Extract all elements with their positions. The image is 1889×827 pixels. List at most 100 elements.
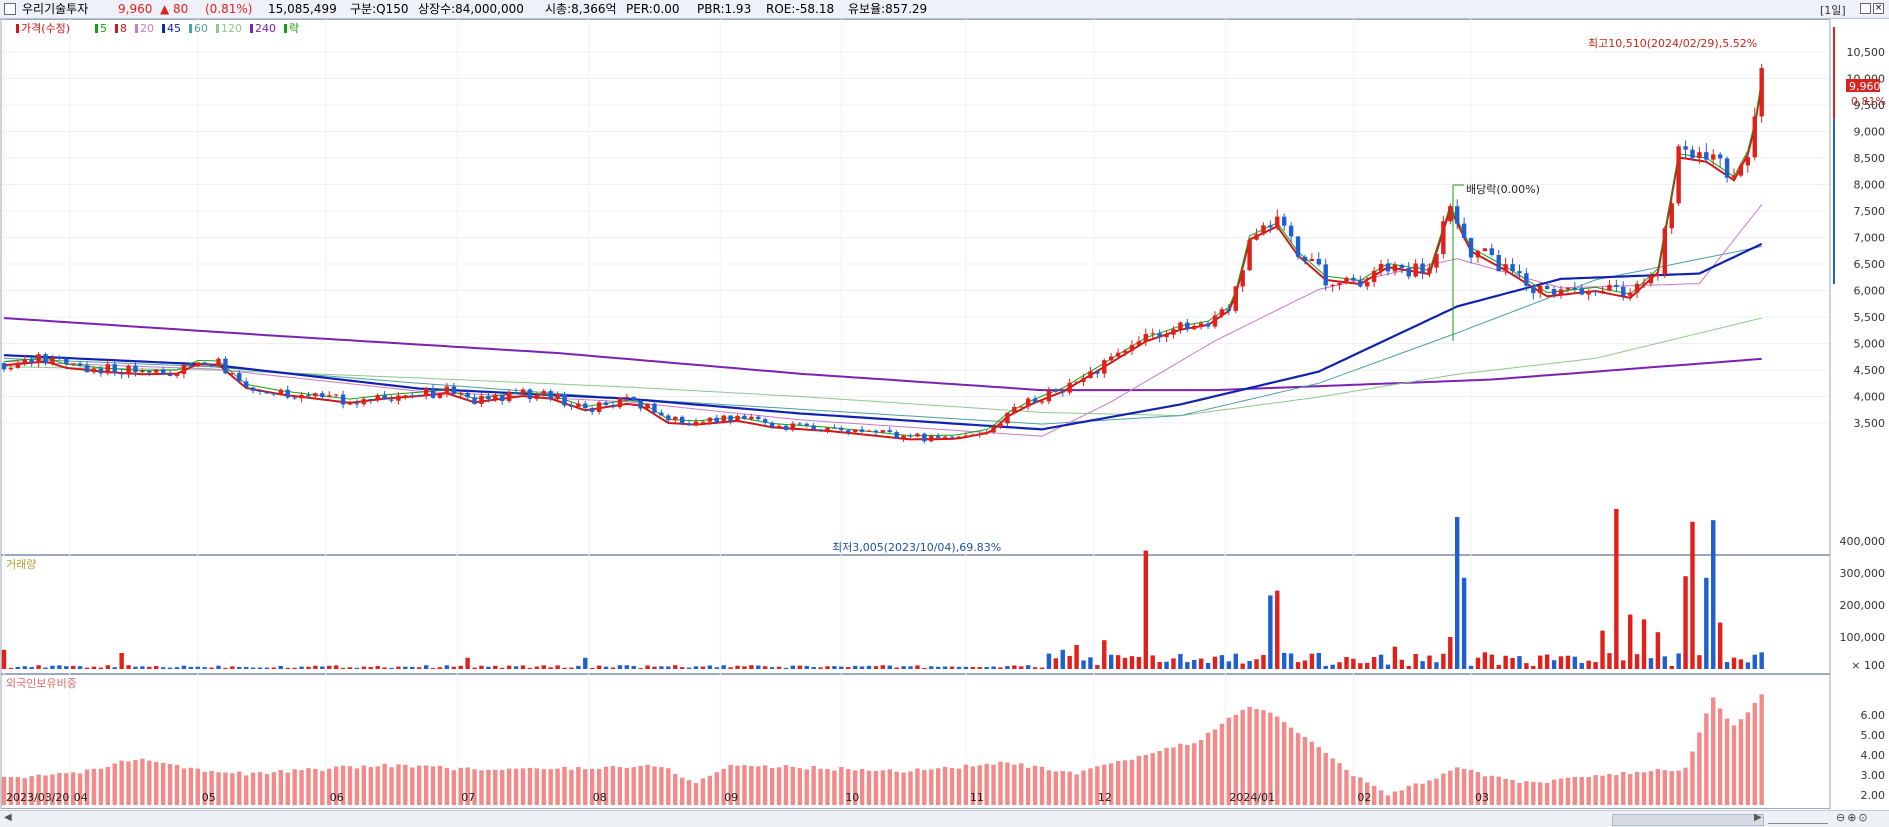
- candle-body: [472, 397, 477, 404]
- candle-body: [112, 364, 117, 373]
- foreign-ratio-bar: [1039, 766, 1045, 805]
- close-icon[interactable]: ×: [1873, 3, 1884, 14]
- candle-body: [1593, 291, 1598, 293]
- foreign-ratio-bar: [949, 768, 955, 805]
- volume-bar: [825, 666, 830, 669]
- volume-bar: [548, 667, 553, 669]
- candle-body: [686, 423, 692, 426]
- period-button[interactable]: [1일]: [1820, 4, 1846, 17]
- volume-bar: [188, 666, 194, 669]
- candle-body: [866, 430, 872, 432]
- legend-swatch: [189, 24, 192, 33]
- foreign-ratio-bar: [71, 772, 76, 805]
- foreign-ratio-bar: [1607, 773, 1612, 805]
- scroll-right-icon[interactable]: ▶: [1754, 812, 1762, 823]
- candle-body: [36, 354, 41, 363]
- date-tick-label: 02: [1357, 791, 1371, 804]
- foreign-ratio-bar: [43, 775, 48, 805]
- candle-body: [140, 370, 145, 373]
- candle-body: [1662, 228, 1667, 275]
- foreign-ratio-bar: [188, 767, 194, 805]
- foreign-ratio-bar: [686, 780, 692, 805]
- zoom-controls-icon[interactable]: ⊖⊕⊙: [1836, 811, 1870, 824]
- volume-bar: [763, 666, 768, 669]
- foreign-ratio-bar: [354, 768, 360, 805]
- foreign-ratio-bar: [936, 768, 941, 805]
- candle-body: [942, 436, 948, 438]
- candle-body: [1538, 285, 1543, 294]
- candle-body: [403, 395, 408, 397]
- volume-bar: [1593, 662, 1598, 669]
- stock-chart[interactable]: 10,50010,0009,5009,0008,5008,0007,5007,0…: [0, 19, 1889, 809]
- volume-bar: [1655, 632, 1661, 669]
- volume-bar: [1178, 654, 1183, 669]
- foreign-ratio-bar: [659, 767, 664, 805]
- foreign-ratio-bar: [396, 764, 401, 805]
- volume-bar: [1337, 662, 1342, 669]
- legend-swatch: [216, 24, 219, 33]
- candle-body: [133, 365, 138, 373]
- volume-bar: [77, 666, 83, 669]
- volume-bar: [340, 667, 346, 669]
- volume-bar: [1628, 614, 1633, 669]
- foreign-ratio-bar: [313, 768, 318, 805]
- volume-bar: [1240, 663, 1245, 669]
- candle-body: [347, 403, 353, 405]
- candle-body: [804, 423, 809, 426]
- foreign-ratio-bar: [423, 765, 429, 805]
- price-tick-label: 5,000: [1854, 338, 1886, 351]
- candle-body: [859, 429, 865, 432]
- scroll-left-icon[interactable]: ◀: [4, 812, 12, 823]
- volume-bar: [693, 666, 699, 669]
- price-change-pct: (0.81%): [205, 2, 253, 16]
- volume-bar: [1413, 653, 1418, 669]
- foreign-ratio-bar: [1205, 732, 1211, 805]
- volume-bar: [223, 667, 228, 669]
- volume-bar: [84, 667, 90, 669]
- foreign-ratio-bar: [1510, 779, 1515, 805]
- volume-bar: [1316, 653, 1321, 669]
- candle-body: [520, 389, 526, 394]
- volume-bar: [915, 665, 920, 669]
- volume-bar: [50, 665, 55, 669]
- candle-body: [929, 436, 934, 442]
- volume-bar: [1074, 645, 1079, 669]
- foreign-ratio-bar: [1399, 790, 1405, 805]
- foreign-ratio-bar: [98, 768, 104, 805]
- candle-body: [1316, 258, 1321, 265]
- last-price-label: 9,960: [1849, 80, 1881, 93]
- ma20-line: [3, 204, 1763, 437]
- volume-bar: [320, 666, 325, 669]
- zoom-slider[interactable]: [1768, 813, 1828, 824]
- volume-bar: [410, 666, 415, 669]
- volume-bar: [29, 667, 34, 669]
- foreign-ratio-bar: [1330, 758, 1335, 805]
- foreign-ratio-bar: [610, 765, 616, 805]
- volume-bar: [1060, 649, 1065, 669]
- volume-tick-label: × 100: [1851, 659, 1885, 672]
- candle-body: [1, 363, 7, 370]
- restore-icon[interactable]: [1860, 3, 1871, 14]
- candle-body: [43, 354, 48, 364]
- scroll-thumb[interactable]: [1612, 814, 1764, 826]
- candle-body: [624, 396, 629, 398]
- chart-menu-icon[interactable]: [4, 3, 16, 15]
- volume-bar: [562, 667, 567, 669]
- price-legend[interactable]: 가격(수정) 5 8 20 45 60 120 240 락: [16, 22, 299, 35]
- horizontal-scrollbar[interactable]: ◀ ▶ ⊖⊕⊙: [0, 810, 1889, 827]
- candle-body: [769, 422, 775, 428]
- foreign-ratio-bar: [956, 768, 962, 805]
- stock-name[interactable]: 우리기술투자: [22, 2, 89, 16]
- volume-bar: [1102, 640, 1107, 669]
- foreign-ratio-bar: [1122, 760, 1128, 805]
- volume-bar: [1572, 656, 1578, 669]
- foreign-ratio-bar: [915, 768, 920, 805]
- volume-bar: [1406, 666, 1411, 669]
- volume-tick-label: 300,000: [1840, 567, 1886, 580]
- candle-body: [451, 386, 456, 395]
- foreign-ratio-bar: [1731, 725, 1737, 805]
- volume-bar: [1143, 550, 1148, 669]
- volume-bar: [1752, 654, 1757, 669]
- volume-bar: [8, 667, 14, 669]
- volume-bar: [423, 665, 429, 669]
